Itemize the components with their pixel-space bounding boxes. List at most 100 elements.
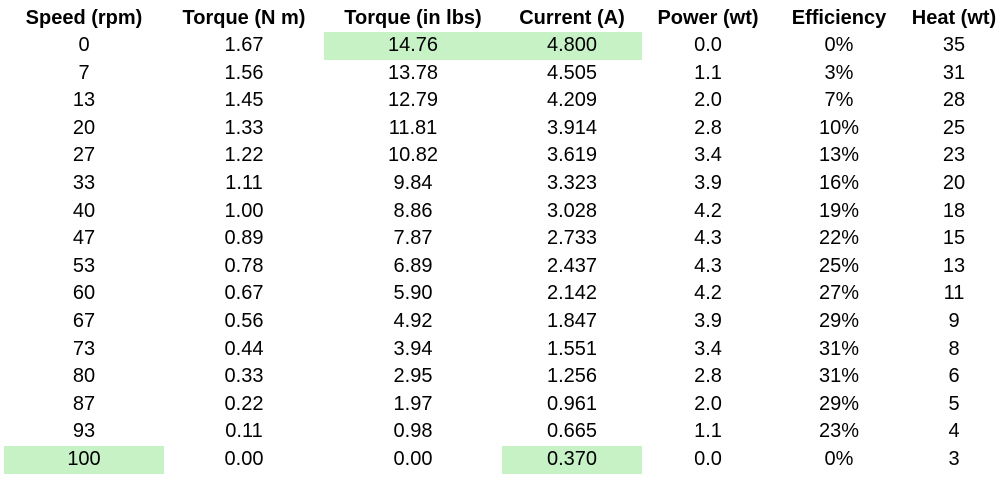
table-cell: 1.11 — [225, 171, 263, 194]
table-cell: 0.98 — [393, 420, 433, 443]
table-cell: 13% — [818, 144, 860, 167]
table-cell: 40 — [72, 199, 96, 222]
column-header: Current (A) — [519, 7, 625, 29]
table-cell: 0.33 — [224, 365, 264, 388]
table-row: 40 1.00 8.86 3.028 4.2 19% 18 — [4, 198, 1004, 226]
table-cell: 2.733 — [546, 227, 598, 250]
table-body: 0 1.67 14.76 4.800 0.0 0% 35 7 1.56 13.78 4.505 1.1… — [4, 32, 1004, 474]
table-row: 20 1.33 11.81 3.914 2.8 10% 25 — [4, 115, 1004, 143]
table-row: 7 1.56 13.78 4.505 1.1 3% 31 — [4, 60, 1004, 88]
column-header: Power (wt) — [657, 7, 759, 29]
table-cell: 2.8 — [694, 116, 722, 139]
table-cell: 87 — [72, 392, 96, 415]
table-cell: 13 — [72, 89, 96, 112]
table-row: 87 0.22 1.97 0.961 2.0 29% 5 — [4, 391, 1004, 419]
table-cell: 6.89 — [393, 254, 433, 277]
table-cell: 0.00 — [224, 447, 264, 470]
table-cell: 25 — [942, 116, 966, 139]
table-cell: 0.78 — [224, 254, 264, 277]
table-cell: 27% — [818, 282, 860, 305]
column-header: Efficiency — [791, 7, 887, 29]
table-cell: 0% — [824, 447, 854, 470]
table-cell: 0.67 — [224, 282, 264, 305]
table-cell: 7% — [824, 89, 854, 112]
table-cell: 3.4 — [694, 144, 722, 167]
table-cell: 4.209 — [546, 89, 598, 112]
table-cell: 19% — [818, 199, 860, 222]
table-cell: 93 — [72, 420, 96, 443]
table-cell: 1.33 — [224, 116, 264, 139]
table-cell: 1.847 — [546, 309, 598, 332]
table-cell: 2.95 — [393, 365, 433, 388]
table-cell: 1.1 — [694, 61, 722, 84]
table-cell: 4.505 — [546, 61, 598, 84]
table-row: 53 0.78 6.89 2.437 4.3 25% 13 — [4, 253, 1004, 281]
table-cell: 3% — [824, 61, 854, 84]
table-cell: 3.028 — [546, 199, 598, 222]
table-cell: 3.94 — [393, 337, 433, 360]
table-cell: 5.90 — [393, 282, 433, 305]
table-cell: 1.00 — [224, 199, 264, 222]
table-cell: 31% — [818, 337, 860, 360]
table-row: 27 1.22 10.82 3.619 3.4 13% 23 — [4, 142, 1004, 170]
table-cell: 8.86 — [393, 199, 433, 222]
table-cell: 0.11 — [225, 420, 263, 443]
table-row: 0 1.67 14.76 4.800 0.0 0% 35 — [4, 32, 1004, 60]
table-cell: 2.437 — [546, 254, 598, 277]
motor-performance-table: Speed (rpm) Torque (N m) Torque (in lbs) Cu… — [4, 4, 1004, 474]
table-cell: 4.2 — [694, 282, 722, 305]
table-cell: 28 — [942, 89, 966, 112]
table-row: 33 1.11 9.84 3.323 3.9 16% 20 — [4, 170, 1004, 198]
table-cell: 8 — [948, 337, 960, 360]
table-cell: 2.8 — [694, 365, 722, 388]
table-cell: 14.76 — [324, 32, 502, 60]
table-row: 73 0.44 3.94 1.551 3.4 31% 8 — [4, 336, 1004, 364]
table-cell: 29% — [818, 309, 860, 332]
table-cell: 2.0 — [694, 392, 722, 415]
table-cell: 3.914 — [546, 116, 598, 139]
table-cell: 11 — [943, 282, 965, 305]
table-cell: 0.0 — [694, 447, 722, 470]
table-cell: 73 — [72, 337, 96, 360]
table-cell: 3.9 — [694, 309, 722, 332]
table-cell: 31% — [818, 365, 860, 388]
table-cell: 20 — [942, 171, 966, 194]
table-cell: 100 — [4, 445, 164, 474]
table-cell: 11.81 — [388, 116, 438, 139]
table-cell: 4.92 — [393, 309, 433, 332]
table-cell: 35 — [942, 34, 966, 56]
table-cell: 0.370 — [502, 445, 642, 474]
table-cell: 0.56 — [224, 309, 264, 332]
table-cell: 0.0 — [694, 34, 722, 56]
table-row: 67 0.56 4.92 1.847 3.9 29% 9 — [4, 308, 1004, 336]
table-cell: 80 — [72, 365, 96, 388]
table-cell: 7 — [78, 61, 90, 84]
table-cell: 47 — [72, 227, 96, 250]
table-cell: 2.142 — [546, 282, 598, 305]
table-row: 100 0.00 0.00 0.370 0.0 0% 3 — [4, 445, 1004, 474]
table-cell: 15 — [942, 227, 966, 250]
table-cell: 0.961 — [546, 392, 598, 415]
table-cell: 6 — [948, 365, 960, 388]
table-cell: 3.9 — [694, 171, 722, 194]
table-cell: 4.3 — [694, 254, 722, 277]
table-cell: 0.89 — [224, 227, 264, 250]
table-cell: 0 — [78, 34, 90, 56]
table-row: 47 0.89 7.87 2.733 4.3 22% 15 — [4, 225, 1004, 253]
table-cell: 3.619 — [546, 144, 598, 167]
table-cell: 2.0 — [694, 89, 722, 112]
table-cell: 29% — [818, 392, 860, 415]
table-cell: 3.323 — [546, 171, 598, 194]
table-cell: 10.82 — [387, 144, 439, 167]
table-cell: 1.56 — [224, 61, 264, 84]
column-header: Torque (N m) — [182, 7, 306, 29]
table-cell: 4 — [948, 420, 960, 443]
table-cell: 31 — [942, 61, 966, 84]
table-cell: 1.1 — [694, 420, 722, 443]
table-cell: 13 — [942, 254, 966, 277]
table-cell: 4.3 — [694, 227, 722, 250]
table-cell: 12.79 — [387, 89, 439, 112]
column-header: Heat (wt) — [911, 7, 997, 29]
header-row: Speed (rpm) Torque (N m) Torque (in lbs) Cu… — [4, 4, 1004, 32]
table-cell: 0% — [824, 34, 854, 56]
